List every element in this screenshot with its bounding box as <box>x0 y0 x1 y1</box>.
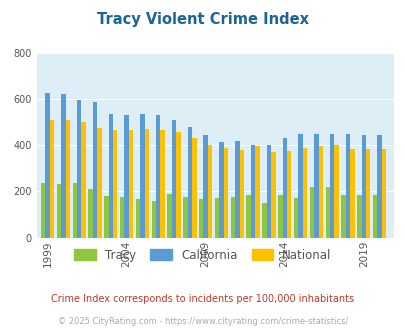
Bar <box>377 135 381 238</box>
Bar <box>97 128 101 238</box>
Bar <box>120 197 124 238</box>
Bar <box>136 199 140 238</box>
Legend: Tracy, California, National: Tracy, California, National <box>70 244 335 266</box>
Bar <box>341 195 345 238</box>
Bar <box>234 141 239 238</box>
Bar <box>313 134 318 238</box>
Bar <box>381 148 385 238</box>
Bar <box>266 145 271 238</box>
Bar <box>282 138 286 238</box>
Bar <box>361 135 365 238</box>
Text: © 2025 CityRating.com - https://www.cityrating.com/crime-statistics/: © 2025 CityRating.com - https://www.city… <box>58 317 347 326</box>
Bar <box>77 100 81 238</box>
Bar <box>334 145 338 238</box>
Bar <box>72 183 77 238</box>
Bar <box>350 148 354 238</box>
Bar <box>167 194 171 238</box>
Bar <box>144 129 149 238</box>
Bar <box>302 148 307 238</box>
Bar <box>277 195 282 238</box>
Bar <box>372 195 377 238</box>
Bar <box>230 197 234 238</box>
Bar <box>271 152 275 238</box>
Bar <box>246 195 250 238</box>
Bar <box>214 198 219 238</box>
Text: Tracy Violent Crime Index: Tracy Violent Crime Index <box>97 12 308 26</box>
Bar <box>207 145 212 238</box>
Bar <box>329 134 334 238</box>
Bar <box>128 130 133 238</box>
Bar <box>309 187 313 238</box>
Bar <box>45 93 50 238</box>
Bar <box>61 94 66 238</box>
Bar <box>250 145 255 238</box>
Bar <box>88 189 93 238</box>
Bar <box>171 120 176 238</box>
Bar <box>262 203 266 238</box>
Bar <box>187 127 192 238</box>
Bar <box>293 198 298 238</box>
Bar <box>160 130 164 238</box>
Bar <box>104 196 109 238</box>
Bar <box>198 199 203 238</box>
Bar <box>203 135 207 238</box>
Bar <box>345 134 350 238</box>
Bar <box>192 138 196 238</box>
Bar <box>81 122 85 238</box>
Bar <box>41 183 45 238</box>
Bar <box>356 195 361 238</box>
Bar <box>183 197 187 238</box>
Bar <box>50 120 54 238</box>
Bar <box>140 114 144 238</box>
Bar <box>57 184 61 238</box>
Text: Crime Index corresponds to incidents per 100,000 inhabitants: Crime Index corresponds to incidents per… <box>51 294 354 304</box>
Bar <box>325 187 329 238</box>
Bar <box>298 134 302 238</box>
Bar <box>66 120 70 238</box>
Bar <box>365 148 369 238</box>
Bar <box>286 151 291 238</box>
Bar <box>156 115 160 238</box>
Bar <box>151 201 156 238</box>
Bar <box>176 132 180 238</box>
Bar <box>255 146 259 238</box>
Bar <box>223 148 228 238</box>
Bar <box>239 150 243 238</box>
Bar <box>124 115 128 238</box>
Bar <box>219 142 223 238</box>
Bar <box>318 146 322 238</box>
Bar <box>113 130 117 238</box>
Bar <box>93 102 97 238</box>
Bar <box>109 114 113 238</box>
